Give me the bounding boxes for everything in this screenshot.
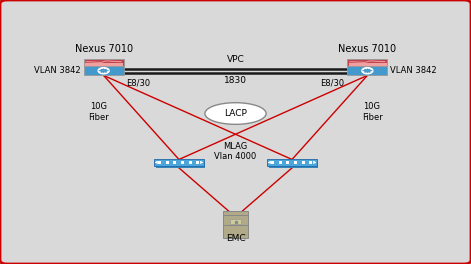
Bar	[196, 161, 199, 164]
Bar	[286, 161, 289, 164]
Text: 10G
Fiber: 10G Fiber	[362, 102, 382, 122]
Bar	[222, 211, 249, 215]
Bar	[181, 161, 184, 164]
Bar	[222, 215, 249, 238]
Bar	[294, 161, 297, 164]
Bar	[309, 161, 312, 164]
Bar	[166, 161, 169, 164]
FancyBboxPatch shape	[267, 159, 317, 166]
Text: VPC: VPC	[227, 55, 244, 64]
Text: 10G
Fiber: 10G Fiber	[89, 102, 109, 122]
Text: EMC: EMC	[226, 234, 245, 243]
Ellipse shape	[205, 103, 266, 124]
Text: VLAN 3842: VLAN 3842	[390, 66, 437, 75]
Text: VLAN 3842: VLAN 3842	[34, 66, 81, 75]
Bar	[230, 219, 241, 224]
Circle shape	[362, 68, 373, 74]
Text: MLAG
Vlan 4000: MLAG Vlan 4000	[214, 142, 257, 161]
Bar	[348, 66, 387, 76]
Bar	[158, 161, 161, 164]
FancyBboxPatch shape	[155, 162, 205, 168]
FancyBboxPatch shape	[154, 159, 204, 166]
Circle shape	[98, 68, 109, 74]
Text: Nexus 7010: Nexus 7010	[338, 44, 397, 54]
Text: 1830: 1830	[224, 76, 247, 85]
Bar	[84, 66, 123, 76]
Bar	[188, 161, 192, 164]
Bar	[279, 161, 282, 164]
Text: Nexus 7010: Nexus 7010	[74, 44, 133, 54]
Bar	[271, 161, 274, 164]
Bar	[301, 161, 305, 164]
Text: LACP: LACP	[224, 109, 247, 118]
Bar	[84, 59, 123, 66]
Bar	[173, 161, 176, 164]
Bar	[348, 59, 387, 66]
FancyBboxPatch shape	[268, 162, 318, 168]
Text: E8/30: E8/30	[320, 78, 344, 87]
Text: E8/30: E8/30	[127, 78, 151, 87]
